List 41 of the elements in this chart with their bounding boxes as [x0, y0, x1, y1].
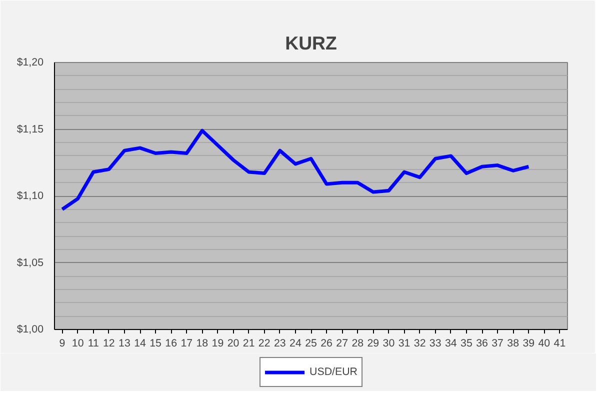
x-tick-label: 30	[382, 338, 395, 350]
x-tick-label: 14	[134, 338, 146, 350]
line-series	[60, 128, 530, 212]
x-tick-label: 19	[212, 338, 224, 350]
x-tick-label: 16	[165, 338, 178, 350]
x-tick-label: 9	[59, 338, 66, 350]
y-tick-label: $1,10	[16, 190, 44, 202]
y-tick-label: $1,05	[16, 256, 44, 269]
legend-label: USD/EUR	[310, 366, 358, 378]
x-tick-label: 41	[554, 338, 566, 350]
x-tick-label: 24	[290, 338, 302, 350]
x-tick-label: 22	[258, 338, 270, 350]
x-tick-label: 36	[476, 338, 488, 350]
x-tick-label: 33	[429, 338, 442, 350]
x-tick-label: 17	[180, 338, 193, 350]
y-tick-label: $1,20	[16, 56, 44, 68]
x-tick-label: 15	[150, 338, 162, 350]
x-tick-label: 20	[227, 338, 240, 350]
chart-title: KURZ	[285, 32, 337, 54]
x-tick-label: 29	[367, 338, 380, 350]
x-tick-label: 40	[538, 338, 550, 350]
x-tick-label: 23	[274, 338, 286, 350]
x-tick-label: 11	[88, 338, 99, 350]
x-tick-label: 13	[118, 338, 130, 350]
x-tick-label: 26	[320, 338, 333, 350]
x-tick-label: 28	[352, 338, 364, 350]
x-tick-label: 25	[305, 338, 317, 350]
x-tick-label: 27	[336, 338, 348, 350]
x-tick-label: 37	[492, 338, 504, 350]
x-tick-label: 10	[72, 338, 84, 350]
x-tick-label: 38	[507, 338, 520, 350]
x-tick-label: 34	[444, 338, 457, 350]
x-tick-label: 39	[522, 338, 535, 350]
x-tick-label: 32	[414, 338, 426, 350]
x-tick-label: 31	[398, 338, 410, 350]
x-tick-label: 18	[196, 338, 208, 350]
x-tick-label: 21	[242, 338, 255, 350]
x-tick-label: 35	[460, 338, 472, 350]
y-tick-label: $1,00	[16, 324, 44, 336]
y-tick-label: $1,15	[16, 123, 44, 136]
x-tick-label: 12	[102, 338, 115, 350]
